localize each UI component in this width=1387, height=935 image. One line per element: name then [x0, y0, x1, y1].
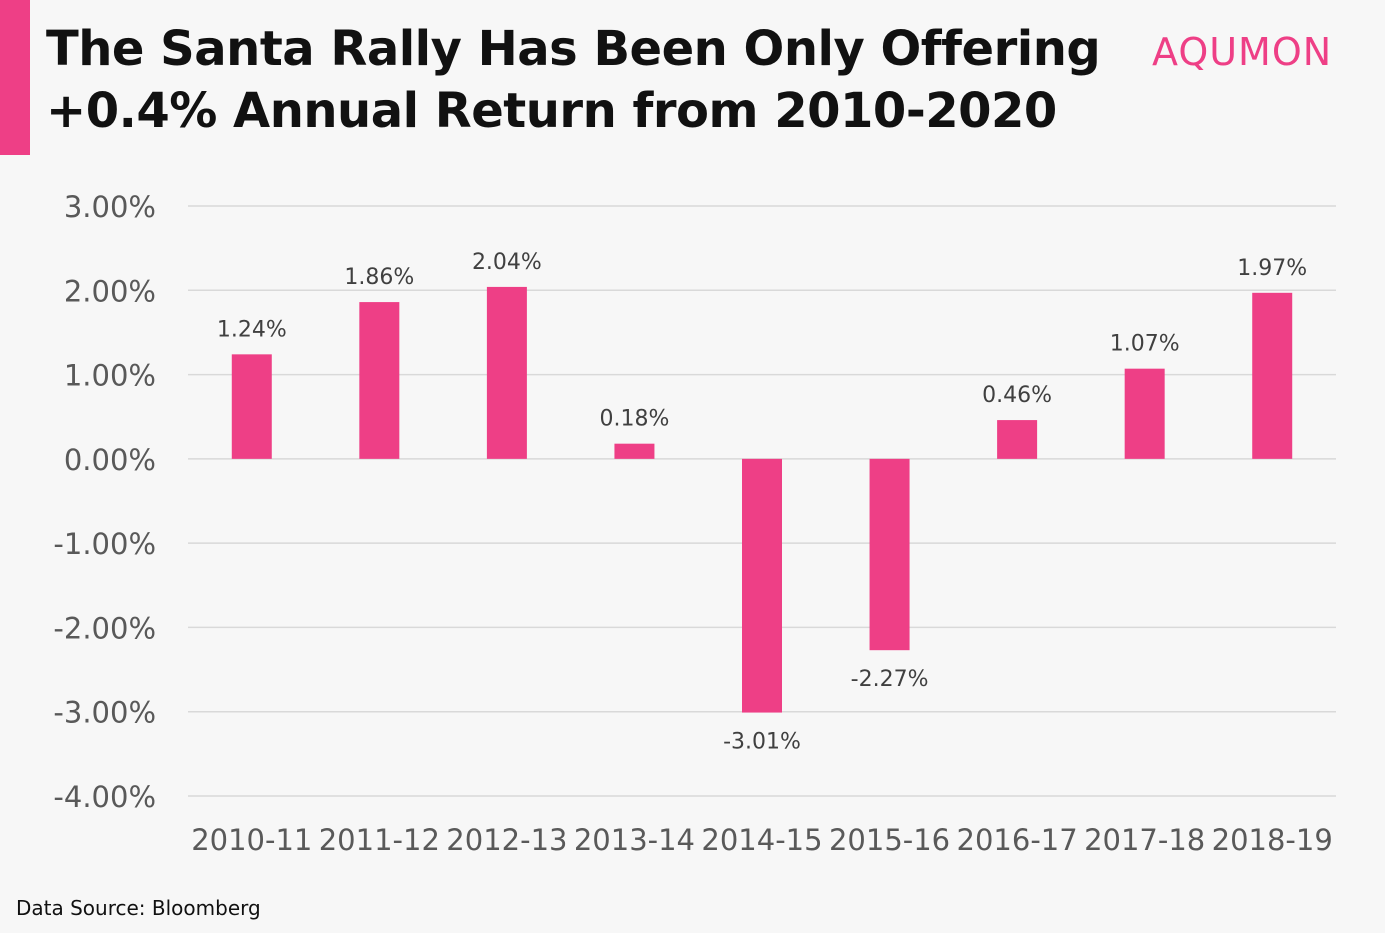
bar — [614, 443, 655, 459]
bar — [486, 286, 527, 459]
data-label: 1.86% — [344, 265, 414, 290]
bar — [1252, 292, 1293, 459]
data-source-note: Data Source: Bloomberg — [16, 896, 261, 920]
y-axis-tick-labels: 3.00% 2.00% 1.00% 0.00% -1.00% -2.00% -3.00% -4… — [53, 190, 156, 814]
brand-logo: AQUMON — [1152, 30, 1333, 74]
x-axis-tick-labels: 2010-11 2011-12 2012-13 2013-14 2014-15 2015-… — [191, 823, 1333, 857]
x-tick-label: 2010-11 — [191, 823, 312, 857]
bars — [231, 286, 1293, 713]
data-label: 0.46% — [982, 383, 1052, 408]
chart-title: The Santa Rally Has Been Only Offering +… — [46, 18, 1126, 142]
x-tick-label: 2017-18 — [1084, 823, 1205, 857]
chart-title-line-2: +0.4% Annual Return from 2010-2020 — [46, 83, 1057, 139]
data-label: -2.27% — [851, 667, 929, 692]
x-tick-label: 2013-14 — [574, 823, 695, 857]
y-tick-label: -2.00% — [53, 611, 156, 645]
bar — [742, 458, 782, 713]
bar — [231, 354, 272, 459]
data-label: 1.24% — [217, 317, 287, 342]
x-tick-label: 2016-17 — [957, 823, 1078, 857]
y-tick-label: 2.00% — [64, 274, 156, 308]
data-label: 0.18% — [599, 407, 669, 432]
data-label: 2.04% — [472, 250, 542, 275]
x-tick-label: 2015-16 — [829, 823, 950, 857]
title-accent-bar — [0, 0, 30, 155]
data-label: -3.01% — [723, 730, 801, 755]
bar — [997, 420, 1038, 459]
y-tick-label: -3.00% — [53, 696, 156, 730]
x-tick-label: 2014-15 — [701, 823, 822, 857]
data-label: 1.97% — [1237, 256, 1307, 281]
y-tick-label: -1.00% — [53, 527, 156, 561]
x-tick-label: 2012-13 — [446, 823, 567, 857]
y-tick-label: 1.00% — [64, 359, 156, 393]
bar — [1124, 368, 1165, 459]
bar — [359, 302, 400, 459]
x-tick-label: 2011-12 — [319, 823, 440, 857]
y-tick-label: -4.00% — [53, 780, 156, 814]
y-tick-label: 3.00% — [64, 190, 156, 224]
y-tick-label: 0.00% — [64, 443, 156, 477]
x-tick-label: 2018-19 — [1212, 823, 1333, 857]
data-label: 1.07% — [1110, 332, 1180, 357]
data-labels: 1.24% 1.86% 2.04% 0.18% -3.01% -2.27% 0.46% 1.0… — [217, 250, 1307, 755]
bar — [869, 458, 910, 651]
chart-title-line-1: The Santa Rally Has Been Only Offering — [46, 21, 1101, 77]
